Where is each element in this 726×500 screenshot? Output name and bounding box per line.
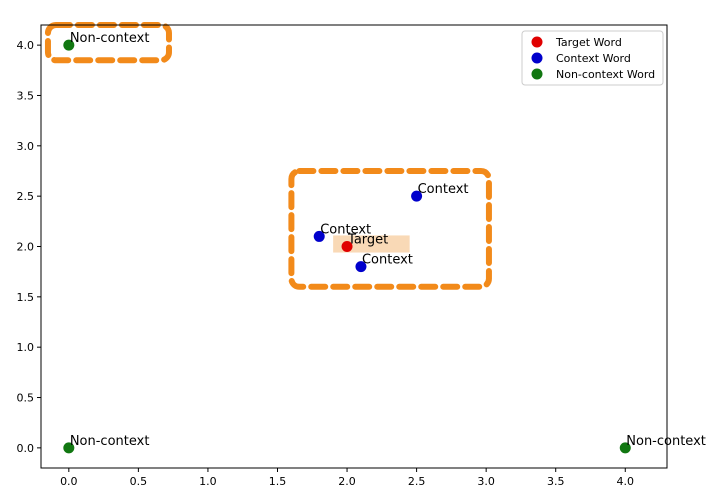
- point-labels-layer: TargetContextContextContextNon-contextNo…: [70, 31, 706, 449]
- y-tick-label: 2.0: [17, 241, 35, 254]
- target-highlight-rect: [333, 235, 410, 253]
- y-tick-label: 1.0: [17, 341, 35, 354]
- non-context-word-point: [619, 442, 631, 454]
- legend-entry: Context Word: [556, 52, 631, 65]
- legend-entry: Target Word: [555, 36, 622, 49]
- legend-marker: [531, 52, 543, 64]
- non-context-word-point: [63, 442, 75, 454]
- points-layer: [63, 39, 631, 454]
- context-word-point: [355, 261, 367, 273]
- highlight-box-1: [288, 167, 492, 290]
- y-tick-label: 4.0: [17, 39, 35, 52]
- legend-marker: [531, 36, 543, 48]
- non-context-word-label: Non-context: [70, 434, 150, 449]
- target-word-point: [341, 241, 353, 252]
- context-word-label: Context: [418, 182, 469, 197]
- y-tick-label: 2.5: [17, 190, 35, 203]
- legend-entry: Non-context Word: [556, 68, 655, 81]
- x-tick-label: 0.5: [130, 475, 148, 488]
- legend-marker: [531, 68, 543, 80]
- non-context-word-point: [63, 39, 75, 51]
- legend-box: [521, 30, 664, 86]
- context-word-label: Context: [362, 253, 413, 268]
- x-tick-label: 4.0: [617, 475, 635, 488]
- non-context-word-label: Non-context: [626, 434, 706, 449]
- y-tick-label: 0.0: [17, 442, 35, 455]
- x-tick-label: 2.0: [338, 475, 356, 488]
- y-tick-label: 0.5: [17, 392, 35, 405]
- x-tick-label: 3.5: [547, 475, 565, 488]
- y-tick-label: 1.5: [17, 291, 35, 304]
- y-axis: 0.0 0.5 1.0 1.5 2.0 2.5 3.0 3.5 4.0: [17, 39, 41, 455]
- target-word-label: Target: [347, 233, 388, 248]
- x-tick-label: 0.0: [60, 475, 78, 488]
- legend: Target Word Context Word Non-context Word: [521, 30, 664, 86]
- context-word-label: Context: [320, 222, 371, 237]
- context-word-point: [313, 230, 325, 242]
- x-tick-label: 2.5: [408, 475, 426, 488]
- y-tick-label: 3.0: [17, 140, 35, 153]
- x-tick-label: 1.0: [199, 475, 217, 488]
- non-context-word-label: Non-context: [70, 31, 150, 46]
- context-word-point: [411, 190, 423, 202]
- x-tick-label: 1.5: [269, 475, 287, 488]
- y-tick-label: 3.5: [17, 89, 35, 102]
- highlight-layer: [44, 22, 492, 290]
- x-tick-label: 3.0: [477, 475, 495, 488]
- x-axis: 0.0 0.5 1.0 1.5 2.0 2.5 3.0 3.5 4.0: [60, 468, 634, 488]
